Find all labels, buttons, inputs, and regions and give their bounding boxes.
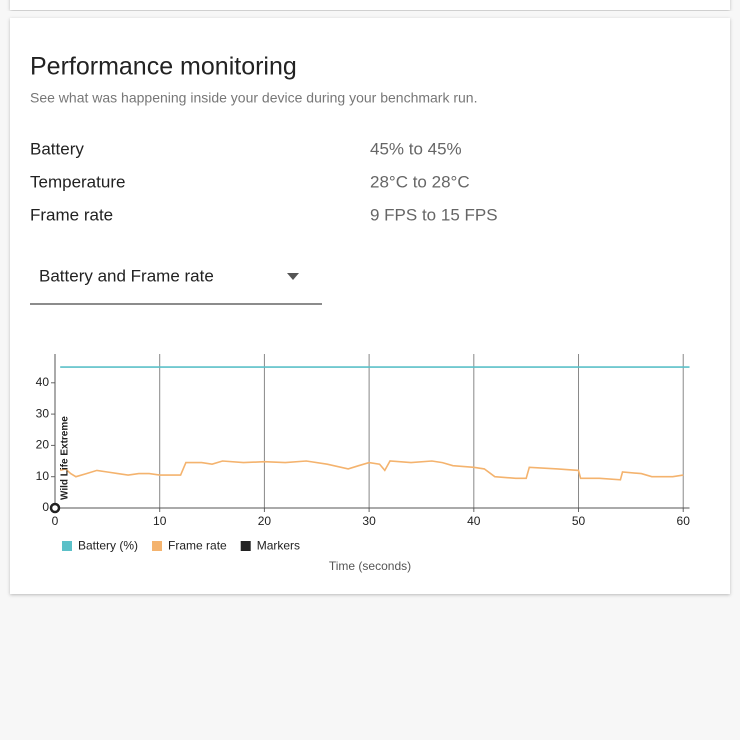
stat-label: Temperature xyxy=(30,172,125,191)
data-line xyxy=(59,460,684,481)
x-tick-label: 60 xyxy=(677,514,691,528)
legend-swatch xyxy=(240,541,251,551)
legend-label: Frame rate xyxy=(168,539,227,553)
x-tick-label: 50 xyxy=(572,514,586,528)
y-tick-label: 30 xyxy=(36,406,50,420)
subtitle: See what was happening inside your devic… xyxy=(30,90,478,106)
y-tick-label: 20 xyxy=(36,438,50,452)
title: Performance monitoring xyxy=(30,53,297,81)
x-tick-label: 30 xyxy=(362,514,376,528)
legend-label: Markers xyxy=(257,539,300,553)
y-tick-label: 40 xyxy=(36,375,50,389)
dropdown-box[interactable] xyxy=(30,255,322,305)
stat-value: 9 FPS to 15 FPS xyxy=(370,205,498,224)
top-card xyxy=(10,0,730,10)
x-tick-label: 10 xyxy=(153,514,167,528)
dropdown-label: Battery and Frame rate xyxy=(39,266,214,285)
stat-label: Frame rate xyxy=(30,205,113,224)
x-tick-label: 20 xyxy=(258,514,272,528)
x-axis-label: Time (seconds) xyxy=(329,559,411,573)
y-tick-label: 0 xyxy=(42,500,49,514)
stat-value: 28°C to 28°C xyxy=(370,172,470,191)
legend-label: Battery (%) xyxy=(78,539,138,553)
x-tick-label: 0 xyxy=(52,514,59,528)
dropdown-arrow xyxy=(287,273,299,280)
x-tick-label: 40 xyxy=(467,514,481,528)
stat-value: 45% to 45% xyxy=(370,139,462,158)
legend-swatch xyxy=(152,541,163,551)
stat-label: Battery xyxy=(30,139,84,158)
marker-label: Wild Life Extreme xyxy=(60,416,71,500)
marker xyxy=(49,502,61,514)
y-tick-label: 10 xyxy=(36,469,50,483)
legend-swatch xyxy=(62,541,72,551)
dropdown[interactable]: Battery and Frame rate xyxy=(30,255,322,305)
card xyxy=(10,18,730,594)
